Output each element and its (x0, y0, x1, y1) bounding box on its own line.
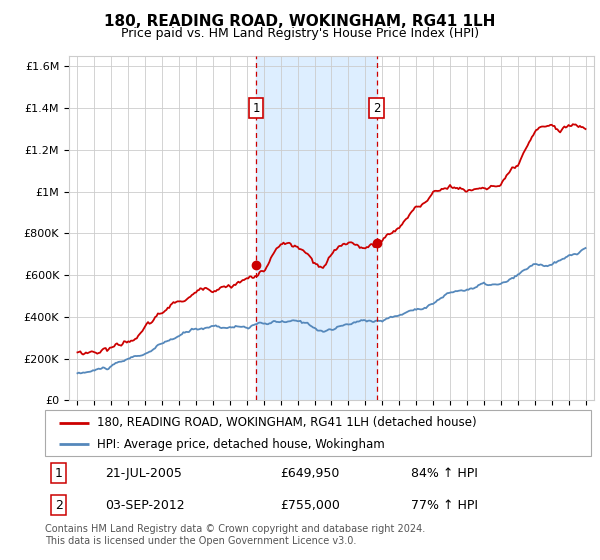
Text: 180, READING ROAD, WOKINGHAM, RG41 1LH (detached house): 180, READING ROAD, WOKINGHAM, RG41 1LH (… (97, 417, 476, 430)
Bar (256, 56, 377, 400)
Text: Contains HM Land Registry data © Crown copyright and database right 2024.
This d: Contains HM Land Registry data © Crown c… (45, 524, 425, 546)
Text: 21-JUL-2005: 21-JUL-2005 (105, 466, 182, 479)
Text: £755,000: £755,000 (280, 499, 340, 512)
Text: 180, READING ROAD, WOKINGHAM, RG41 1LH: 180, READING ROAD, WOKINGHAM, RG41 1LH (104, 14, 496, 29)
FancyBboxPatch shape (45, 410, 591, 456)
Text: 03-SEP-2012: 03-SEP-2012 (105, 499, 185, 512)
Text: £649,950: £649,950 (280, 466, 339, 479)
Text: 1: 1 (253, 102, 260, 115)
Text: 77% ↑ HPI: 77% ↑ HPI (411, 499, 478, 512)
Text: Price paid vs. HM Land Registry's House Price Index (HPI): Price paid vs. HM Land Registry's House … (121, 27, 479, 40)
Text: 2: 2 (373, 102, 380, 115)
Text: 1: 1 (55, 466, 62, 479)
Text: 2: 2 (55, 499, 62, 512)
Text: HPI: Average price, detached house, Wokingham: HPI: Average price, detached house, Woki… (97, 437, 385, 450)
Text: 84% ↑ HPI: 84% ↑ HPI (411, 466, 478, 479)
